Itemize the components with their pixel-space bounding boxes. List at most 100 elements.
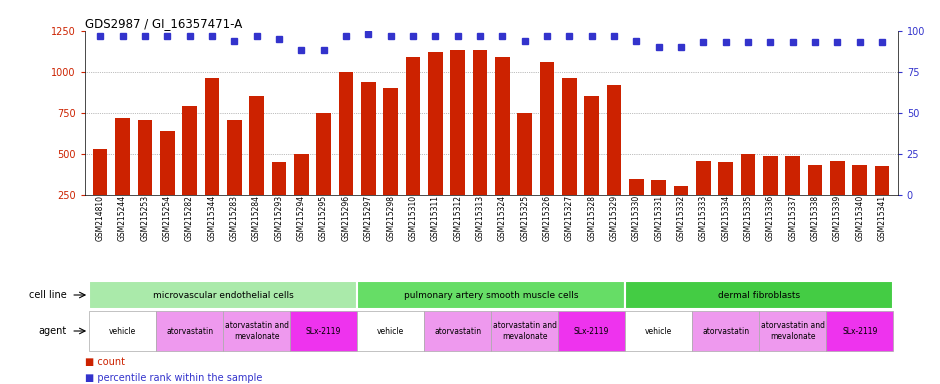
Bar bbox=[562, 78, 576, 236]
Bar bbox=[223, 311, 290, 351]
Bar bbox=[826, 311, 893, 351]
Text: agent: agent bbox=[39, 326, 67, 336]
Text: GSM215324: GSM215324 bbox=[498, 195, 507, 241]
Text: GSM215341: GSM215341 bbox=[878, 195, 886, 241]
Bar bbox=[697, 161, 711, 236]
Text: vehicle: vehicle bbox=[377, 326, 404, 336]
Text: ■ count: ■ count bbox=[85, 357, 125, 367]
Text: atorvastatin: atorvastatin bbox=[702, 326, 749, 336]
Text: atorvastatin and
mevalonate: atorvastatin and mevalonate bbox=[225, 321, 289, 341]
Text: GSM215296: GSM215296 bbox=[341, 195, 351, 241]
Bar bbox=[625, 281, 893, 310]
Text: GSM215253: GSM215253 bbox=[140, 195, 149, 241]
Bar bbox=[182, 106, 196, 236]
Text: atorvastatin and
mevalonate: atorvastatin and mevalonate bbox=[493, 321, 556, 341]
Text: atorvastatin: atorvastatin bbox=[166, 326, 213, 336]
Bar bbox=[473, 50, 487, 236]
Text: cell line: cell line bbox=[29, 290, 67, 300]
Bar bbox=[718, 162, 733, 236]
Bar bbox=[205, 78, 219, 236]
Bar bbox=[272, 162, 286, 236]
Text: ■ percentile rank within the sample: ■ percentile rank within the sample bbox=[85, 372, 262, 382]
Bar bbox=[406, 57, 420, 236]
Text: GSM215334: GSM215334 bbox=[721, 195, 730, 241]
Text: dermal fibroblasts: dermal fibroblasts bbox=[718, 291, 800, 300]
Bar bbox=[450, 50, 465, 236]
Bar bbox=[424, 311, 491, 351]
Text: GSM215297: GSM215297 bbox=[364, 195, 373, 241]
Text: GSM215327: GSM215327 bbox=[565, 195, 573, 241]
Bar bbox=[137, 120, 152, 236]
Bar bbox=[629, 179, 644, 236]
Bar bbox=[290, 311, 357, 351]
Text: GSM214810: GSM214810 bbox=[96, 195, 104, 241]
Text: microvascular endothelial cells: microvascular endothelial cells bbox=[152, 291, 293, 300]
Text: GSM215337: GSM215337 bbox=[789, 195, 797, 241]
Text: SLx-2119: SLx-2119 bbox=[842, 326, 877, 336]
Text: GSM215339: GSM215339 bbox=[833, 195, 842, 241]
Text: GSM215298: GSM215298 bbox=[386, 195, 395, 241]
Text: GSM215244: GSM215244 bbox=[118, 195, 127, 241]
Text: GSM215313: GSM215313 bbox=[476, 195, 484, 241]
Text: GSM215336: GSM215336 bbox=[766, 195, 775, 241]
Text: GSM215333: GSM215333 bbox=[698, 195, 708, 241]
Bar bbox=[692, 311, 760, 351]
Bar bbox=[517, 113, 532, 236]
Bar bbox=[741, 154, 756, 236]
Bar bbox=[495, 57, 509, 236]
Bar bbox=[651, 180, 666, 236]
Bar bbox=[674, 186, 688, 236]
Bar bbox=[249, 96, 264, 236]
Bar bbox=[160, 131, 175, 236]
Text: GSM215329: GSM215329 bbox=[609, 195, 619, 241]
Bar bbox=[93, 149, 107, 236]
Text: pulmonary artery smooth muscle cells: pulmonary artery smooth muscle cells bbox=[404, 291, 578, 300]
Text: SLx-2119: SLx-2119 bbox=[574, 326, 609, 336]
Text: GSM215311: GSM215311 bbox=[431, 195, 440, 241]
Text: GSM215344: GSM215344 bbox=[208, 195, 216, 241]
Bar bbox=[540, 62, 555, 236]
Text: GSM215332: GSM215332 bbox=[677, 195, 685, 241]
Text: GSM215254: GSM215254 bbox=[163, 195, 172, 241]
Bar bbox=[89, 281, 357, 310]
Text: vehicle: vehicle bbox=[109, 326, 136, 336]
Text: GSM215312: GSM215312 bbox=[453, 195, 462, 241]
Text: GSM215328: GSM215328 bbox=[588, 195, 596, 241]
Bar bbox=[317, 113, 331, 236]
Bar bbox=[428, 52, 443, 236]
Bar bbox=[227, 120, 242, 236]
Text: GSM215338: GSM215338 bbox=[810, 195, 820, 241]
Bar bbox=[357, 311, 424, 351]
Bar bbox=[763, 156, 777, 236]
Text: GSM215325: GSM215325 bbox=[520, 195, 529, 241]
Bar bbox=[760, 311, 826, 351]
Bar bbox=[116, 118, 130, 236]
Bar bbox=[361, 82, 376, 236]
Bar bbox=[384, 88, 398, 236]
Bar bbox=[357, 281, 625, 310]
Bar bbox=[89, 311, 156, 351]
Text: SLx-2119: SLx-2119 bbox=[306, 326, 341, 336]
Text: GSM215294: GSM215294 bbox=[297, 195, 306, 241]
Bar bbox=[558, 311, 625, 351]
Bar bbox=[786, 156, 800, 236]
Bar bbox=[338, 72, 353, 236]
Bar bbox=[491, 311, 558, 351]
Text: GSM215326: GSM215326 bbox=[542, 195, 552, 241]
Text: GSM215295: GSM215295 bbox=[319, 195, 328, 241]
Bar bbox=[875, 166, 889, 236]
Text: vehicle: vehicle bbox=[645, 326, 672, 336]
Text: GDS2987 / GI_16357471-A: GDS2987 / GI_16357471-A bbox=[85, 17, 242, 30]
Bar bbox=[830, 161, 845, 236]
Text: GSM215335: GSM215335 bbox=[744, 195, 753, 241]
Text: GSM215283: GSM215283 bbox=[229, 195, 239, 241]
Bar bbox=[807, 166, 822, 236]
Text: GSM215293: GSM215293 bbox=[274, 195, 284, 241]
Bar bbox=[853, 166, 867, 236]
Text: atorvastatin: atorvastatin bbox=[434, 326, 481, 336]
Text: GSM215340: GSM215340 bbox=[855, 195, 864, 241]
Bar bbox=[156, 311, 223, 351]
Text: GSM215310: GSM215310 bbox=[409, 195, 417, 241]
Text: GSM215331: GSM215331 bbox=[654, 195, 664, 241]
Text: GSM215284: GSM215284 bbox=[252, 195, 261, 241]
